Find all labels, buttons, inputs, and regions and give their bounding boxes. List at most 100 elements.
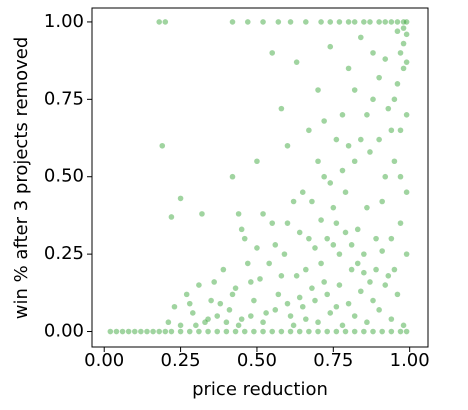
point bbox=[403, 189, 410, 196]
point bbox=[327, 180, 334, 186]
point bbox=[336, 19, 343, 25]
point bbox=[159, 142, 166, 149]
point bbox=[244, 260, 251, 267]
point bbox=[107, 328, 114, 335]
y-tick-label: 0.50 bbox=[44, 166, 84, 187]
point bbox=[186, 328, 193, 335]
point bbox=[269, 50, 276, 56]
point bbox=[303, 266, 309, 273]
point bbox=[364, 319, 370, 326]
point bbox=[321, 279, 327, 285]
point bbox=[272, 307, 279, 313]
point bbox=[342, 229, 349, 236]
point bbox=[358, 136, 364, 143]
point bbox=[238, 316, 245, 322]
point bbox=[394, 28, 401, 35]
point bbox=[125, 328, 132, 335]
point bbox=[318, 260, 324, 267]
point bbox=[382, 19, 389, 25]
point bbox=[361, 269, 367, 276]
point bbox=[266, 260, 272, 267]
point bbox=[403, 19, 410, 25]
point bbox=[321, 118, 327, 124]
x-tick-label: 1.00 bbox=[390, 350, 430, 371]
point bbox=[226, 307, 233, 313]
point bbox=[269, 328, 276, 335]
point bbox=[162, 328, 169, 335]
point bbox=[364, 112, 370, 118]
point bbox=[348, 242, 355, 248]
point bbox=[376, 307, 382, 313]
point bbox=[193, 322, 199, 329]
point bbox=[260, 319, 266, 326]
point bbox=[296, 229, 303, 236]
point bbox=[367, 149, 373, 155]
point bbox=[254, 245, 260, 251]
point bbox=[397, 50, 404, 56]
point bbox=[211, 279, 217, 285]
point bbox=[296, 328, 303, 335]
point bbox=[312, 297, 318, 304]
point bbox=[327, 310, 334, 316]
point bbox=[397, 173, 404, 180]
point bbox=[376, 19, 382, 25]
point bbox=[342, 189, 349, 196]
point bbox=[327, 19, 334, 25]
point bbox=[361, 19, 367, 25]
point bbox=[205, 316, 211, 322]
point bbox=[290, 198, 297, 205]
point bbox=[312, 245, 318, 251]
y-tick-label: 0.25 bbox=[44, 243, 84, 264]
point bbox=[388, 127, 395, 134]
point bbox=[400, 65, 407, 72]
point bbox=[351, 19, 358, 25]
point bbox=[342, 328, 349, 335]
point bbox=[263, 310, 269, 316]
point bbox=[248, 313, 254, 319]
y-tick-label: 0.00 bbox=[44, 321, 84, 342]
point bbox=[186, 300, 193, 307]
point bbox=[156, 19, 162, 25]
point bbox=[400, 25, 407, 31]
point bbox=[138, 328, 144, 335]
point bbox=[238, 226, 245, 233]
point bbox=[217, 300, 224, 307]
point bbox=[315, 328, 321, 335]
point bbox=[272, 242, 279, 248]
point bbox=[358, 34, 364, 41]
point bbox=[330, 204, 337, 211]
point bbox=[315, 158, 321, 165]
point bbox=[400, 322, 407, 329]
point bbox=[214, 328, 221, 335]
point bbox=[287, 328, 294, 335]
point bbox=[336, 282, 343, 288]
point bbox=[370, 50, 376, 56]
point bbox=[376, 136, 382, 143]
point bbox=[370, 328, 376, 335]
point bbox=[306, 235, 312, 242]
point bbox=[183, 291, 190, 298]
point bbox=[397, 127, 404, 134]
point bbox=[177, 322, 184, 329]
point bbox=[260, 211, 266, 217]
x-tick-label: 0.25 bbox=[161, 350, 201, 371]
point bbox=[379, 248, 385, 254]
y-tick-label: 0.75 bbox=[44, 88, 84, 109]
point bbox=[400, 19, 407, 25]
point bbox=[403, 59, 410, 65]
point bbox=[260, 328, 266, 335]
point bbox=[208, 297, 214, 304]
point bbox=[351, 158, 358, 165]
point bbox=[394, 81, 401, 87]
point bbox=[202, 319, 208, 326]
point bbox=[345, 65, 352, 72]
point bbox=[309, 198, 315, 205]
point bbox=[177, 195, 184, 202]
point bbox=[299, 303, 306, 310]
x-axis-title: price reduction bbox=[192, 379, 328, 400]
point bbox=[303, 19, 309, 25]
point bbox=[223, 328, 230, 335]
point bbox=[229, 173, 236, 180]
point bbox=[391, 158, 398, 165]
